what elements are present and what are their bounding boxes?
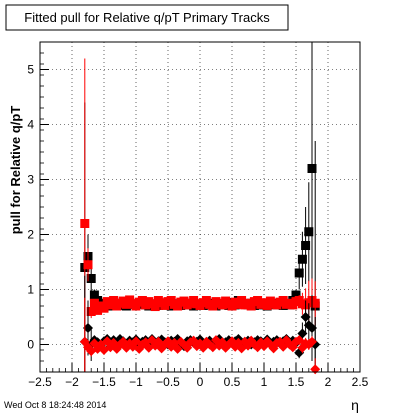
- data-point-diamond: [307, 336, 317, 347]
- data-point-square: [86, 274, 96, 283]
- data-point-diamond: [310, 364, 321, 375]
- data-point-square: [297, 254, 307, 264]
- data-point-diamond: [300, 312, 311, 322]
- y-tick-label: 3: [27, 173, 34, 187]
- data-point-square: [310, 298, 320, 308]
- series-3: [79, 297, 321, 375]
- plot-frame: [39, 41, 361, 373]
- x-tick-label: −2: [65, 375, 79, 389]
- y-tick-label: 4: [27, 118, 34, 132]
- tick-labels: −2.5 −2 −1.5 −1 −0.5 0 0.5 1 1.5 2 2.5 0 1 2 3 4 5: [27, 63, 368, 390]
- data-point-square: [86, 307, 96, 316]
- data-point-square: [291, 290, 301, 300]
- data-point-square: [83, 260, 93, 270]
- chart-title: Fitted pull for Relative q/pT Primary Tr…: [24, 10, 270, 25]
- x-axis-label: η: [351, 397, 359, 413]
- data-marks: [79, 42, 321, 375]
- x-tick-label: 0: [197, 375, 204, 389]
- data-point-square: [99, 303, 109, 313]
- data-point-diamond: [172, 343, 183, 354]
- y-axis-label: pull for Relative q/pT: [8, 106, 23, 235]
- data-point-square: [301, 241, 311, 250]
- y-tick-label: 2: [27, 228, 34, 242]
- title-box: Fitted pull for Relative q/pT Primary Tr…: [5, 4, 289, 31]
- x-tick-label: −0.5: [156, 375, 180, 389]
- y-tick-label: 5: [27, 63, 34, 77]
- data-point-diamond: [307, 323, 317, 333]
- y-tick-label: 0: [27, 338, 34, 352]
- x-tick-label: 2: [325, 375, 332, 389]
- data-point-square: [294, 268, 304, 278]
- timestamp: Wed Oct 8 18:24:48 2014: [4, 400, 106, 410]
- x-tick-label: 1.5: [288, 375, 305, 389]
- data-point-diamond: [83, 323, 93, 333]
- data-point-square: [89, 290, 99, 300]
- data-point-square: [80, 219, 90, 228]
- data-point-square: [304, 227, 314, 237]
- x-tick-label: −1.5: [92, 375, 116, 389]
- data-point-square: [150, 302, 160, 312]
- x-tick-label: −1: [129, 375, 143, 389]
- data-point-square: [307, 164, 317, 173]
- x-tick-label: 1: [261, 375, 268, 389]
- data-point-square: [109, 296, 119, 305]
- y-tick-label: 1: [27, 283, 34, 297]
- x-tick-label: 2.5: [352, 375, 369, 389]
- series-1: [80, 58, 320, 372]
- x-tick-label: −2.5: [28, 375, 52, 389]
- data-point-diamond: [246, 335, 257, 346]
- x-tick-label: 0.5: [224, 375, 241, 389]
- data-point-square: [89, 298, 99, 308]
